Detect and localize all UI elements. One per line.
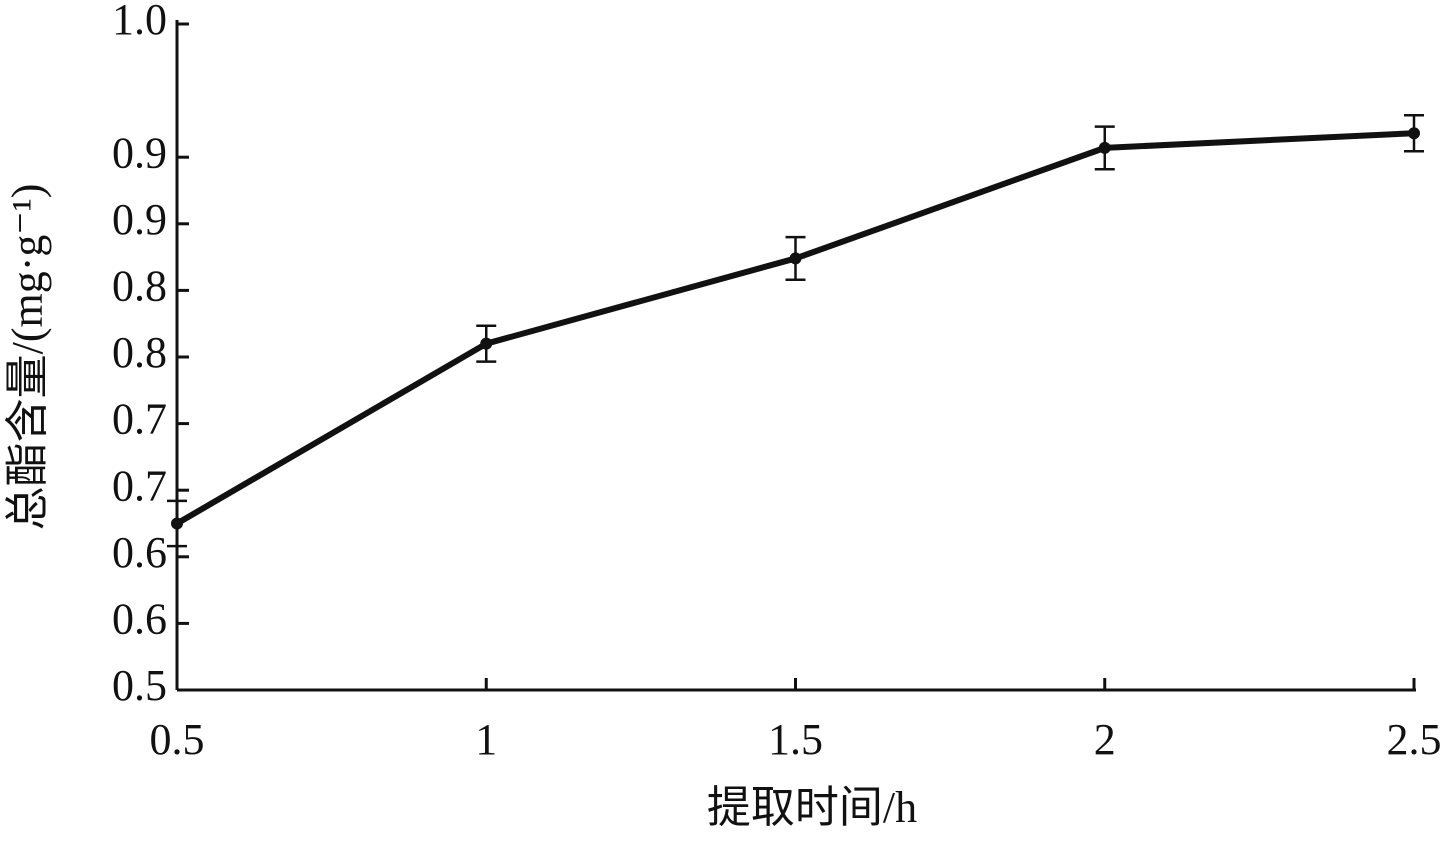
y-tick-label: 0.5 (112, 661, 167, 710)
series-line (175, 130, 1415, 527)
y-axis-label: 总酯含量/(mg·g⁻¹) (3, 184, 52, 531)
x-tick-label: 2 (1094, 715, 1116, 764)
y-tick-label: 0.9 (112, 128, 167, 177)
x-axis-label: 提取时间/h (707, 783, 917, 832)
x-tick-label: 2.5 (1387, 715, 1442, 764)
x-tick-label: 1 (475, 715, 497, 764)
y-tick-label: 0.6 (112, 594, 167, 643)
y-tick-label: 1.0 (112, 0, 167, 44)
point (1408, 127, 1420, 140)
y-tick-label: 0.6 (112, 528, 167, 577)
point (789, 252, 802, 265)
y-tick-label: 0.8 (112, 261, 167, 310)
y-tick-label: 0.9 (112, 195, 167, 244)
x-tick-label: 0.5 (150, 715, 205, 764)
y-tick-label: 0.8 (112, 328, 167, 377)
point (1098, 141, 1111, 154)
point (480, 337, 493, 350)
x-tick-label: 1.5 (768, 715, 823, 764)
point (171, 517, 183, 530)
y-tick-label: 0.7 (112, 461, 167, 510)
y-tick-label: 0.7 (112, 395, 167, 444)
